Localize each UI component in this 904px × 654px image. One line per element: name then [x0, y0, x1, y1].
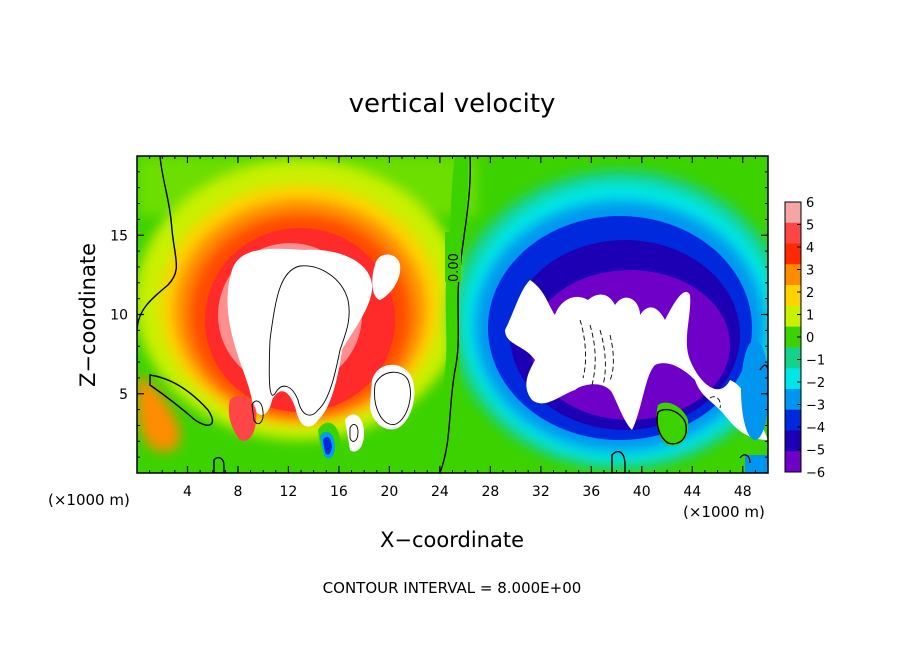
colorbar-tick-label: 4	[806, 241, 814, 256]
x-tick-label: 28	[481, 484, 499, 500]
colorbar-tick-label: 5	[806, 219, 814, 234]
colorbar-swatch	[785, 222, 801, 245]
y-tick-label: 15	[110, 228, 128, 244]
colorbar: 6 5 4 3 2 1 0 −1 −2 −3 −4 −5 −6	[784, 196, 825, 481]
y-axis-label: Z−coordinate	[76, 243, 100, 387]
colorbar-tick-label: −1	[806, 354, 825, 369]
updraft-region	[137, 160, 465, 464]
x-tick-label: 48	[734, 484, 752, 500]
colorbar-tick-label: −2	[806, 376, 825, 391]
y-axis: 5 10 15	[110, 171, 768, 458]
plot-area: 0.00	[137, 156, 768, 473]
colorbar-swatch	[785, 202, 801, 224]
colorbar-swatch	[785, 305, 801, 328]
x-tick-label: 40	[633, 484, 651, 500]
colorbar-swatch	[785, 430, 801, 452]
colorbar-tick-label: −3	[806, 399, 825, 414]
colorbar-swatch	[785, 409, 801, 431]
x-axis: 4 8 12 16 20 24 28 32 36 40 44 48	[149, 156, 756, 500]
colorbar-tick-label: 1	[806, 309, 814, 324]
contour-interval-note: CONTOUR INTERVAL = 8.000E+00	[323, 579, 582, 597]
colorbar-tick-label: 0	[806, 331, 814, 346]
x-tick-label: 36	[582, 484, 600, 500]
colorbar-swatch	[785, 347, 801, 369]
x-tick-label: 12	[280, 484, 298, 500]
colorbar-swatch	[785, 285, 801, 307]
chart-title: vertical velocity	[349, 89, 556, 119]
colorbar-swatch	[785, 451, 801, 473]
x-unit-label-left: (×1000 m)	[48, 491, 130, 509]
colorbar-swatch	[785, 388, 801, 411]
colorbar-tick-label: −6	[806, 466, 825, 481]
contour-label: 0.00	[447, 253, 462, 282]
colorbar-tick-label: −5	[806, 444, 825, 459]
x-tick-label: 20	[380, 484, 398, 500]
downdraft-region	[450, 170, 768, 470]
inner-contours	[251, 265, 411, 442]
colorbar-swatch	[785, 264, 801, 286]
y-tick-label: 5	[119, 387, 128, 403]
x-tick-label: 4	[183, 484, 192, 500]
colorbar-tick-label: 2	[806, 286, 814, 301]
colorbar-tick-label: −4	[806, 421, 825, 436]
colorbar-tick-label: 6	[806, 196, 814, 211]
x-tick-label: 16	[330, 484, 348, 500]
x-tick-label: 8	[233, 484, 242, 500]
x-axis-label: X−coordinate	[380, 528, 524, 552]
x-tick-label: 24	[431, 484, 449, 500]
y-tick-label: 10	[110, 308, 128, 324]
x-tick-label: 44	[683, 484, 701, 500]
colorbar-tick-label: 3	[806, 264, 814, 279]
colorbar-swatch	[785, 243, 801, 265]
x-unit-label-right: (×1000 m)	[683, 503, 765, 521]
contour-lines	[137, 156, 768, 473]
dashed-contours	[579, 319, 721, 409]
x-tick-label: 32	[532, 484, 550, 500]
colorbar-swatch	[785, 368, 801, 390]
colorbar-swatch	[785, 326, 801, 348]
